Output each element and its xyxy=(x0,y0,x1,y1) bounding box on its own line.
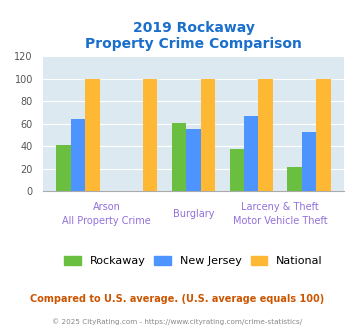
Bar xyxy=(316,79,331,191)
Title: 2019 Rockaway
Property Crime Comparison: 2019 Rockaway Property Crime Comparison xyxy=(85,20,302,51)
Text: Motor Vehicle Theft: Motor Vehicle Theft xyxy=(233,216,327,226)
Bar xyxy=(56,145,71,191)
Bar xyxy=(230,148,244,191)
Bar xyxy=(172,123,186,191)
Text: Compared to U.S. average. (U.S. average equals 100): Compared to U.S. average. (U.S. average … xyxy=(31,294,324,304)
Bar xyxy=(71,119,85,191)
Bar xyxy=(186,129,201,191)
Text: © 2025 CityRating.com - https://www.cityrating.com/crime-statistics/: © 2025 CityRating.com - https://www.city… xyxy=(53,318,302,325)
Bar xyxy=(85,79,100,191)
Bar xyxy=(201,79,215,191)
Bar xyxy=(258,79,273,191)
Bar xyxy=(143,79,157,191)
Text: All Property Crime: All Property Crime xyxy=(62,216,151,226)
Bar xyxy=(287,167,302,191)
Bar xyxy=(302,132,316,191)
Text: Larceny & Theft: Larceny & Theft xyxy=(241,202,319,212)
Text: Burglary: Burglary xyxy=(173,209,214,219)
Legend: Rockaway, New Jersey, National: Rockaway, New Jersey, National xyxy=(60,251,327,271)
Bar xyxy=(244,116,258,191)
Text: Arson: Arson xyxy=(93,202,121,212)
